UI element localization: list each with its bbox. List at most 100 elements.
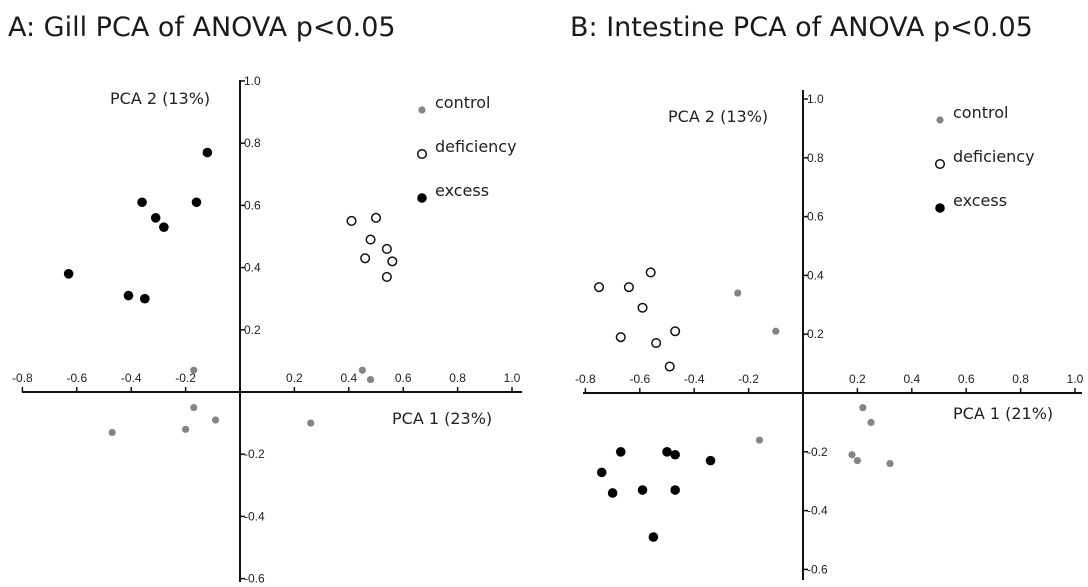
data-point-deficiency	[387, 256, 398, 267]
data-point-excess	[63, 269, 74, 279]
data-point-excess	[150, 213, 161, 223]
legend-marker-control	[936, 116, 944, 124]
legend-label-deficiency: deficiency	[953, 147, 1035, 166]
data-point-deficiency	[651, 337, 662, 349]
x-tick-label: 0.6	[395, 371, 412, 385]
data-point-deficiency	[346, 215, 357, 226]
data-point-excess	[670, 485, 680, 495]
legend-marker-deficiency	[934, 158, 946, 170]
data-point-control	[755, 436, 764, 444]
y-tick-label: 0.8	[807, 151, 824, 165]
x-tick-label: -0.2	[175, 371, 196, 385]
legend-label-control: control	[435, 93, 490, 112]
x-tick-label: 0.2	[849, 372, 866, 386]
x-axis-label: PCA 1 (23%)	[392, 409, 492, 428]
y-tick-label: 1.0	[807, 92, 824, 106]
legend-label-excess: excess	[953, 191, 1007, 210]
data-point-excess	[705, 455, 716, 466]
data-point-control	[772, 327, 780, 335]
data-point-deficiency	[615, 332, 626, 343]
data-point-control	[211, 416, 220, 424]
x-tick-label: -0.6	[66, 371, 87, 385]
legend-label-deficiency: deficiency	[435, 137, 517, 156]
legend-label-excess: excess	[435, 181, 489, 200]
x-tick-label: -0.8	[575, 372, 596, 386]
legend-marker-control	[418, 106, 426, 114]
y-tick-label: 0.6	[807, 210, 824, 224]
data-point-control	[859, 404, 867, 412]
x-tick-label: 0.4	[340, 371, 357, 385]
x-tick-label: 0.4	[903, 372, 920, 386]
data-point-deficiency	[593, 282, 605, 293]
y-tick-label: 0.4	[244, 261, 261, 275]
data-point-deficiency	[623, 282, 634, 293]
chart-a: -0.8 -0.6 -0.4 -0.2 0.2 0.4 0.6 0.8 1.0 1.0 0.8 0.6…	[12, 74, 522, 586]
data-point-excess	[140, 293, 150, 304]
legend: control deficiency excess	[416, 93, 517, 203]
data-point-control	[307, 419, 315, 427]
y-tick-label: -0.2	[244, 447, 265, 461]
data-point-excess	[648, 532, 659, 542]
data-point-control	[190, 366, 198, 374]
x-tick-label: 0.8	[449, 371, 466, 385]
y-axis-label: PCA 2 (13%)	[110, 89, 210, 108]
chart-b-title: B: Intestine PCA of ANOVA p<0.05	[570, 12, 1033, 43]
legend-marker-deficiency	[416, 148, 428, 160]
x-tick-label: 0.8	[1012, 372, 1029, 386]
data-point-deficiency	[645, 267, 656, 278]
data-point-control	[848, 451, 856, 459]
y-tick-label: 0.8	[244, 136, 261, 150]
data-point-excess	[123, 290, 134, 301]
x-tick-label: -0.4	[684, 372, 705, 386]
y-tick-label: -0.4	[244, 509, 265, 523]
y-tick-label: -0.2	[807, 445, 828, 459]
chart-b: -0.8 -0.6 -0.4 -0.2 0.2 0.4 0.6 0.8 1.0 1.0 0.8 0.6…	[575, 90, 1084, 580]
x-axis-label: PCA 1 (21%)	[953, 404, 1053, 423]
x-tick-label: 0.6	[958, 372, 975, 386]
data-point-excess	[637, 485, 648, 495]
data-point-deficiency	[381, 243, 392, 254]
data-point-excess	[607, 488, 618, 498]
data-point-control	[108, 428, 116, 437]
data-point-excess	[670, 449, 680, 460]
y-tick-label: 0.2	[244, 323, 261, 337]
data-point-control	[853, 457, 862, 465]
data-point-control	[358, 366, 366, 374]
x-tick-label: -0.2	[738, 372, 759, 386]
data-point-deficiency	[637, 302, 648, 313]
data-point-deficiency	[365, 234, 376, 245]
legend-label-control: control	[953, 103, 1008, 122]
data-point-deficiency	[360, 253, 371, 264]
y-tick-label: -0.6	[807, 562, 828, 576]
x-tick-label: -0.4	[121, 371, 142, 385]
data-point-deficiency	[381, 271, 392, 282]
data-point-control	[886, 459, 894, 468]
data-point-excess	[662, 447, 672, 457]
y-tick-label: -0.4	[807, 504, 828, 518]
data-point-control	[182, 425, 190, 433]
data-point-excess	[615, 447, 626, 457]
y-tick-label: -0.6	[244, 572, 265, 586]
data-point-excess	[202, 147, 213, 158]
data-point-control	[734, 289, 742, 297]
y-tick-label: 0.4	[807, 268, 824, 282]
y-tick-label: 1.0	[244, 74, 261, 88]
data-point-control	[366, 375, 375, 384]
data-point-excess	[191, 197, 202, 208]
y-tick-label: 0.6	[244, 198, 261, 212]
x-tick-label: 0.2	[286, 371, 303, 385]
y-axis-label: PCA 2 (13%)	[668, 107, 768, 126]
y-tick-label: 0.2	[807, 327, 824, 341]
legend: control deficiency excess	[934, 103, 1035, 213]
data-point-deficiency	[670, 326, 681, 337]
x-tick-label: 1.0	[504, 371, 521, 385]
data-point-deficiency	[664, 361, 675, 372]
data-point-control	[867, 418, 875, 426]
chart-a-title: A: Gill PCA of ANOVA p<0.05	[8, 12, 396, 43]
legend-marker-excess	[417, 193, 427, 203]
data-point-deficiency	[370, 212, 382, 223]
data-point-excess	[596, 467, 607, 478]
legend-marker-excess	[935, 203, 945, 213]
x-tick-label: -0.6	[629, 372, 650, 386]
